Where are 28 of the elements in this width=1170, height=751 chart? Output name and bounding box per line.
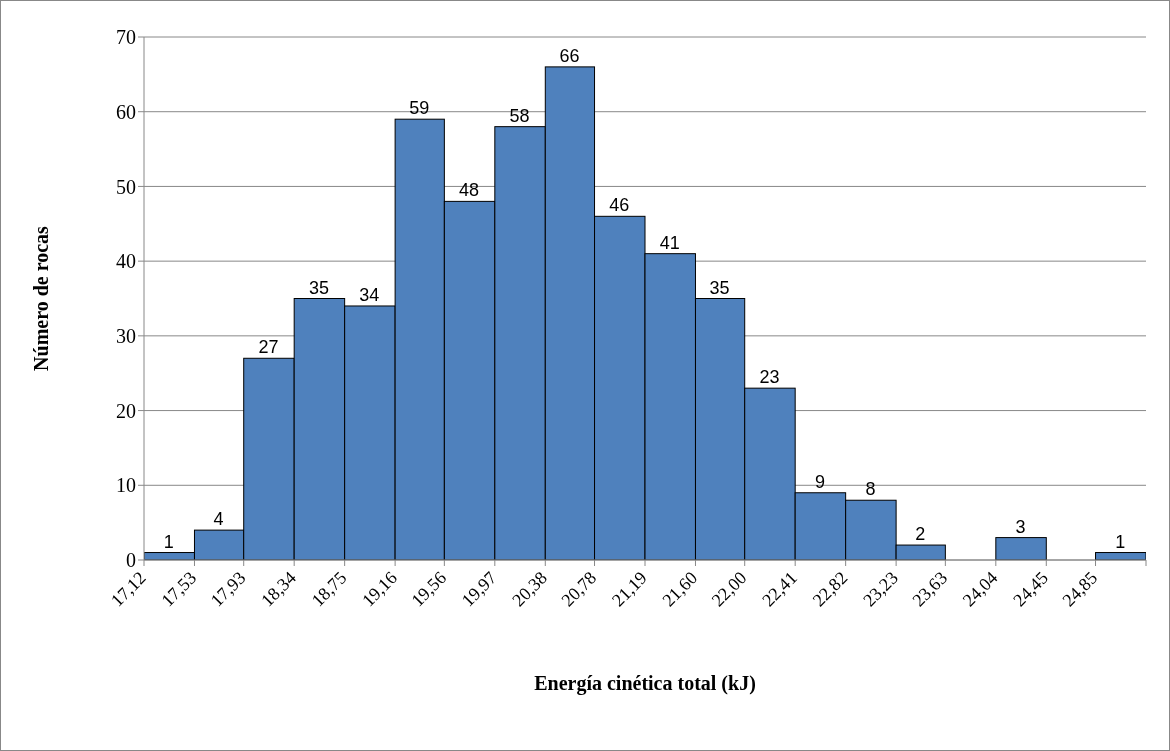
data-label: 23 <box>759 367 780 388</box>
data-label: 4 <box>213 509 224 530</box>
y-tick-label: 10 <box>116 474 136 497</box>
data-label: 35 <box>709 277 730 298</box>
data-label: 59 <box>409 98 430 119</box>
data-label: 66 <box>559 45 580 66</box>
y-tick-label: 40 <box>116 250 136 273</box>
y-tick-label: 70 <box>116 26 136 49</box>
y-tick-label: 50 <box>116 175 136 198</box>
data-label: 34 <box>359 284 380 305</box>
data-label: 9 <box>814 471 825 492</box>
y-tick-label: 60 <box>116 100 136 123</box>
y-tick-label: 30 <box>116 324 136 347</box>
data-label: 8 <box>865 479 876 500</box>
data-label: 3 <box>1015 516 1026 537</box>
x-axis-title: Energía cinética total (kJ) <box>534 672 756 695</box>
data-label: 48 <box>459 180 480 201</box>
data-label: 35 <box>308 277 329 298</box>
data-label: 1 <box>163 531 174 552</box>
y-axis-title: Número de rocas <box>30 225 53 371</box>
y-tick-label: 0 <box>126 549 136 572</box>
data-label: 41 <box>659 232 680 253</box>
data-label: 46 <box>609 195 630 216</box>
data-label: 2 <box>915 524 926 545</box>
data-label: 1 <box>1115 531 1126 552</box>
y-tick-label: 20 <box>116 399 136 422</box>
data-label: 27 <box>258 337 279 358</box>
data-label: 58 <box>509 105 530 126</box>
